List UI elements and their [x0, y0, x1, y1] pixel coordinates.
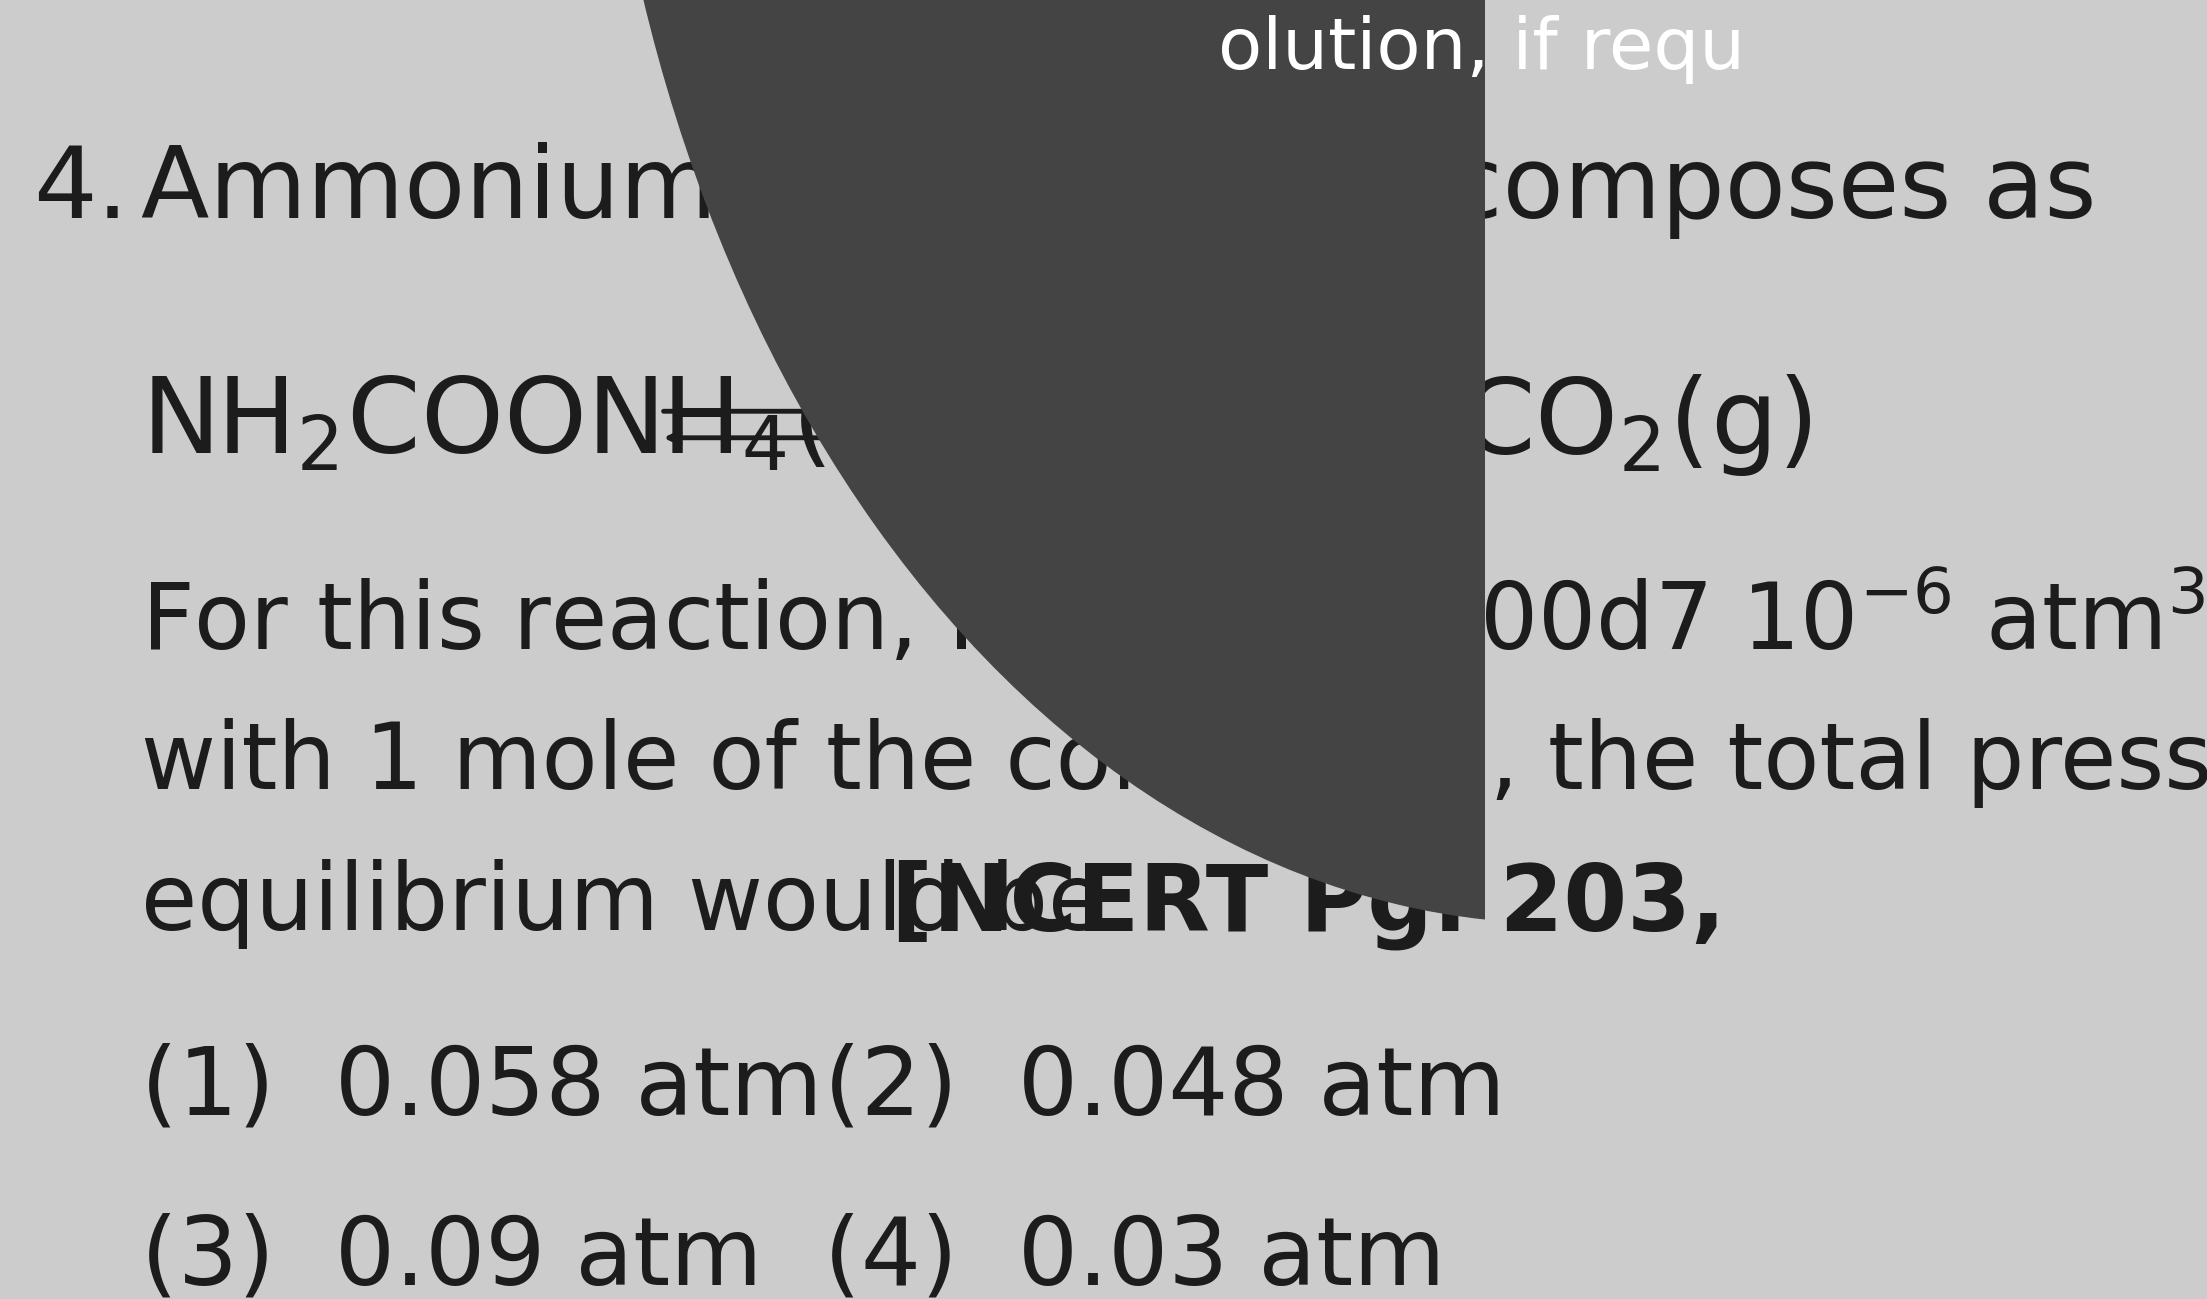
- Text: with 1 mole of the compound, the total press: with 1 mole of the compound, the total p…: [141, 718, 2207, 808]
- Text: 2NH$_3$(g) + CO$_2$(g): 2NH$_3$(g) + CO$_2$(g): [883, 372, 1810, 478]
- Ellipse shape: [594, 0, 2207, 922]
- Text: 4.: 4.: [33, 142, 128, 239]
- Text: (3)  0.09 atm: (3) 0.09 atm: [141, 1212, 761, 1299]
- Text: NH$_2$COONH$_4$(s): NH$_2$COONH$_4$(s): [141, 374, 923, 475]
- Text: olution, if requ: olution, if requ: [1218, 14, 1746, 83]
- Text: equilibrium would be: equilibrium would be: [141, 860, 1104, 950]
- Text: (4)  0.03 atm: (4) 0.03 atm: [823, 1212, 1446, 1299]
- Text: For this reaction, K$_\mathregular{p}$ = 108 \u00d7 10$^{-6}$ atm$^3$. If v: For this reaction, K$_\mathregular{p}$ =…: [141, 564, 2207, 679]
- Text: (1)  0.058 atm: (1) 0.058 atm: [141, 1042, 823, 1134]
- Text: Ammonium carbamate decomposes as: Ammonium carbamate decomposes as: [141, 142, 2097, 239]
- Text: [NCERT Pg. 203,: [NCERT Pg. 203,: [892, 859, 1726, 950]
- Text: (2)  0.048 atm: (2) 0.048 atm: [823, 1042, 1505, 1134]
